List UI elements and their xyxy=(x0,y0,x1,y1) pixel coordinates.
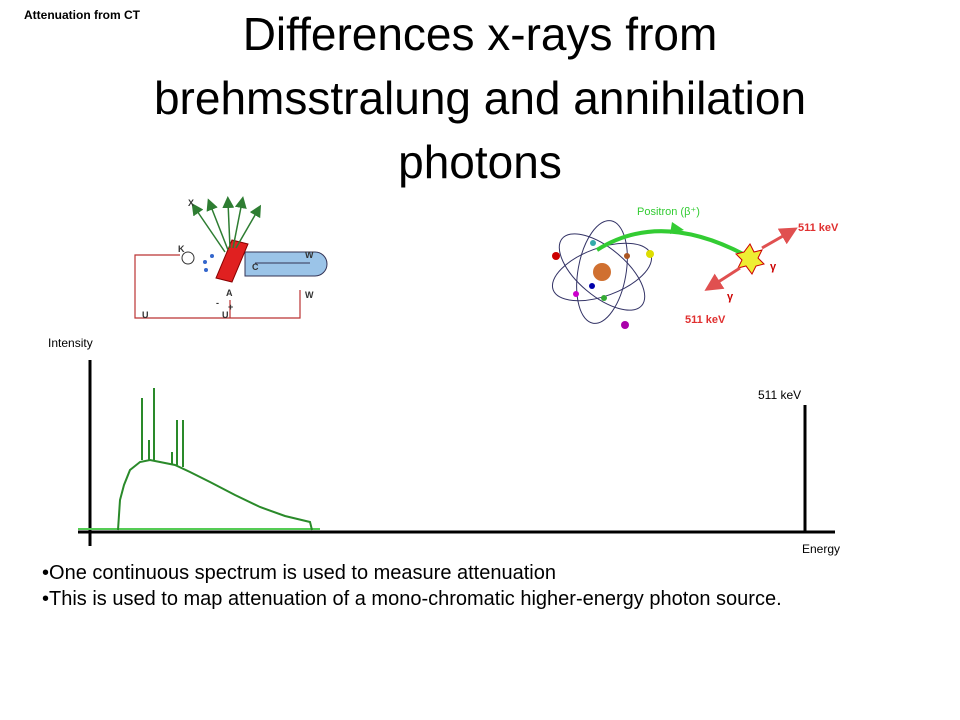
y-axis-label: Intensity xyxy=(48,336,93,350)
tube-label: K xyxy=(178,244,185,254)
slide-title: Differences x-rays from brehmsstralung a… xyxy=(153,8,807,188)
peak-label: 511 keV xyxy=(758,388,801,402)
annihilation-diagram: Positron (β⁺) 511 keV 511 keV γ γ xyxy=(551,206,839,329)
tube-label: W xyxy=(305,290,314,300)
slide-tag: Attenuation from CT xyxy=(24,8,140,22)
spectrum-sketch: Intensity 511 keV Energy xyxy=(48,336,840,556)
tube-label: A xyxy=(226,288,233,298)
xray-tube: X K A C W W U U - + xyxy=(134,196,328,320)
x-axis-label: Energy xyxy=(802,542,840,556)
tube-label: W xyxy=(305,250,314,260)
tube-label: U xyxy=(222,310,229,320)
gamma-label: γ xyxy=(770,261,777,273)
energy-label: 511 keV xyxy=(685,314,726,326)
tube-label: C xyxy=(252,262,259,272)
energy-label: 511 keV xyxy=(798,222,839,234)
tube-label: X xyxy=(188,198,194,208)
gamma-label: γ xyxy=(727,291,734,303)
positron-label: Positron (β⁺) xyxy=(637,206,700,218)
tube-label: + xyxy=(228,302,233,312)
tube-label: U xyxy=(142,310,149,320)
tube-label: - xyxy=(216,298,219,308)
bullet-list: One continuous spectrum is used to measu… xyxy=(42,560,872,612)
bullet: One continuous spectrum is used to measu… xyxy=(42,560,872,586)
bullet: This is used to map attenuation of a mon… xyxy=(42,586,872,612)
